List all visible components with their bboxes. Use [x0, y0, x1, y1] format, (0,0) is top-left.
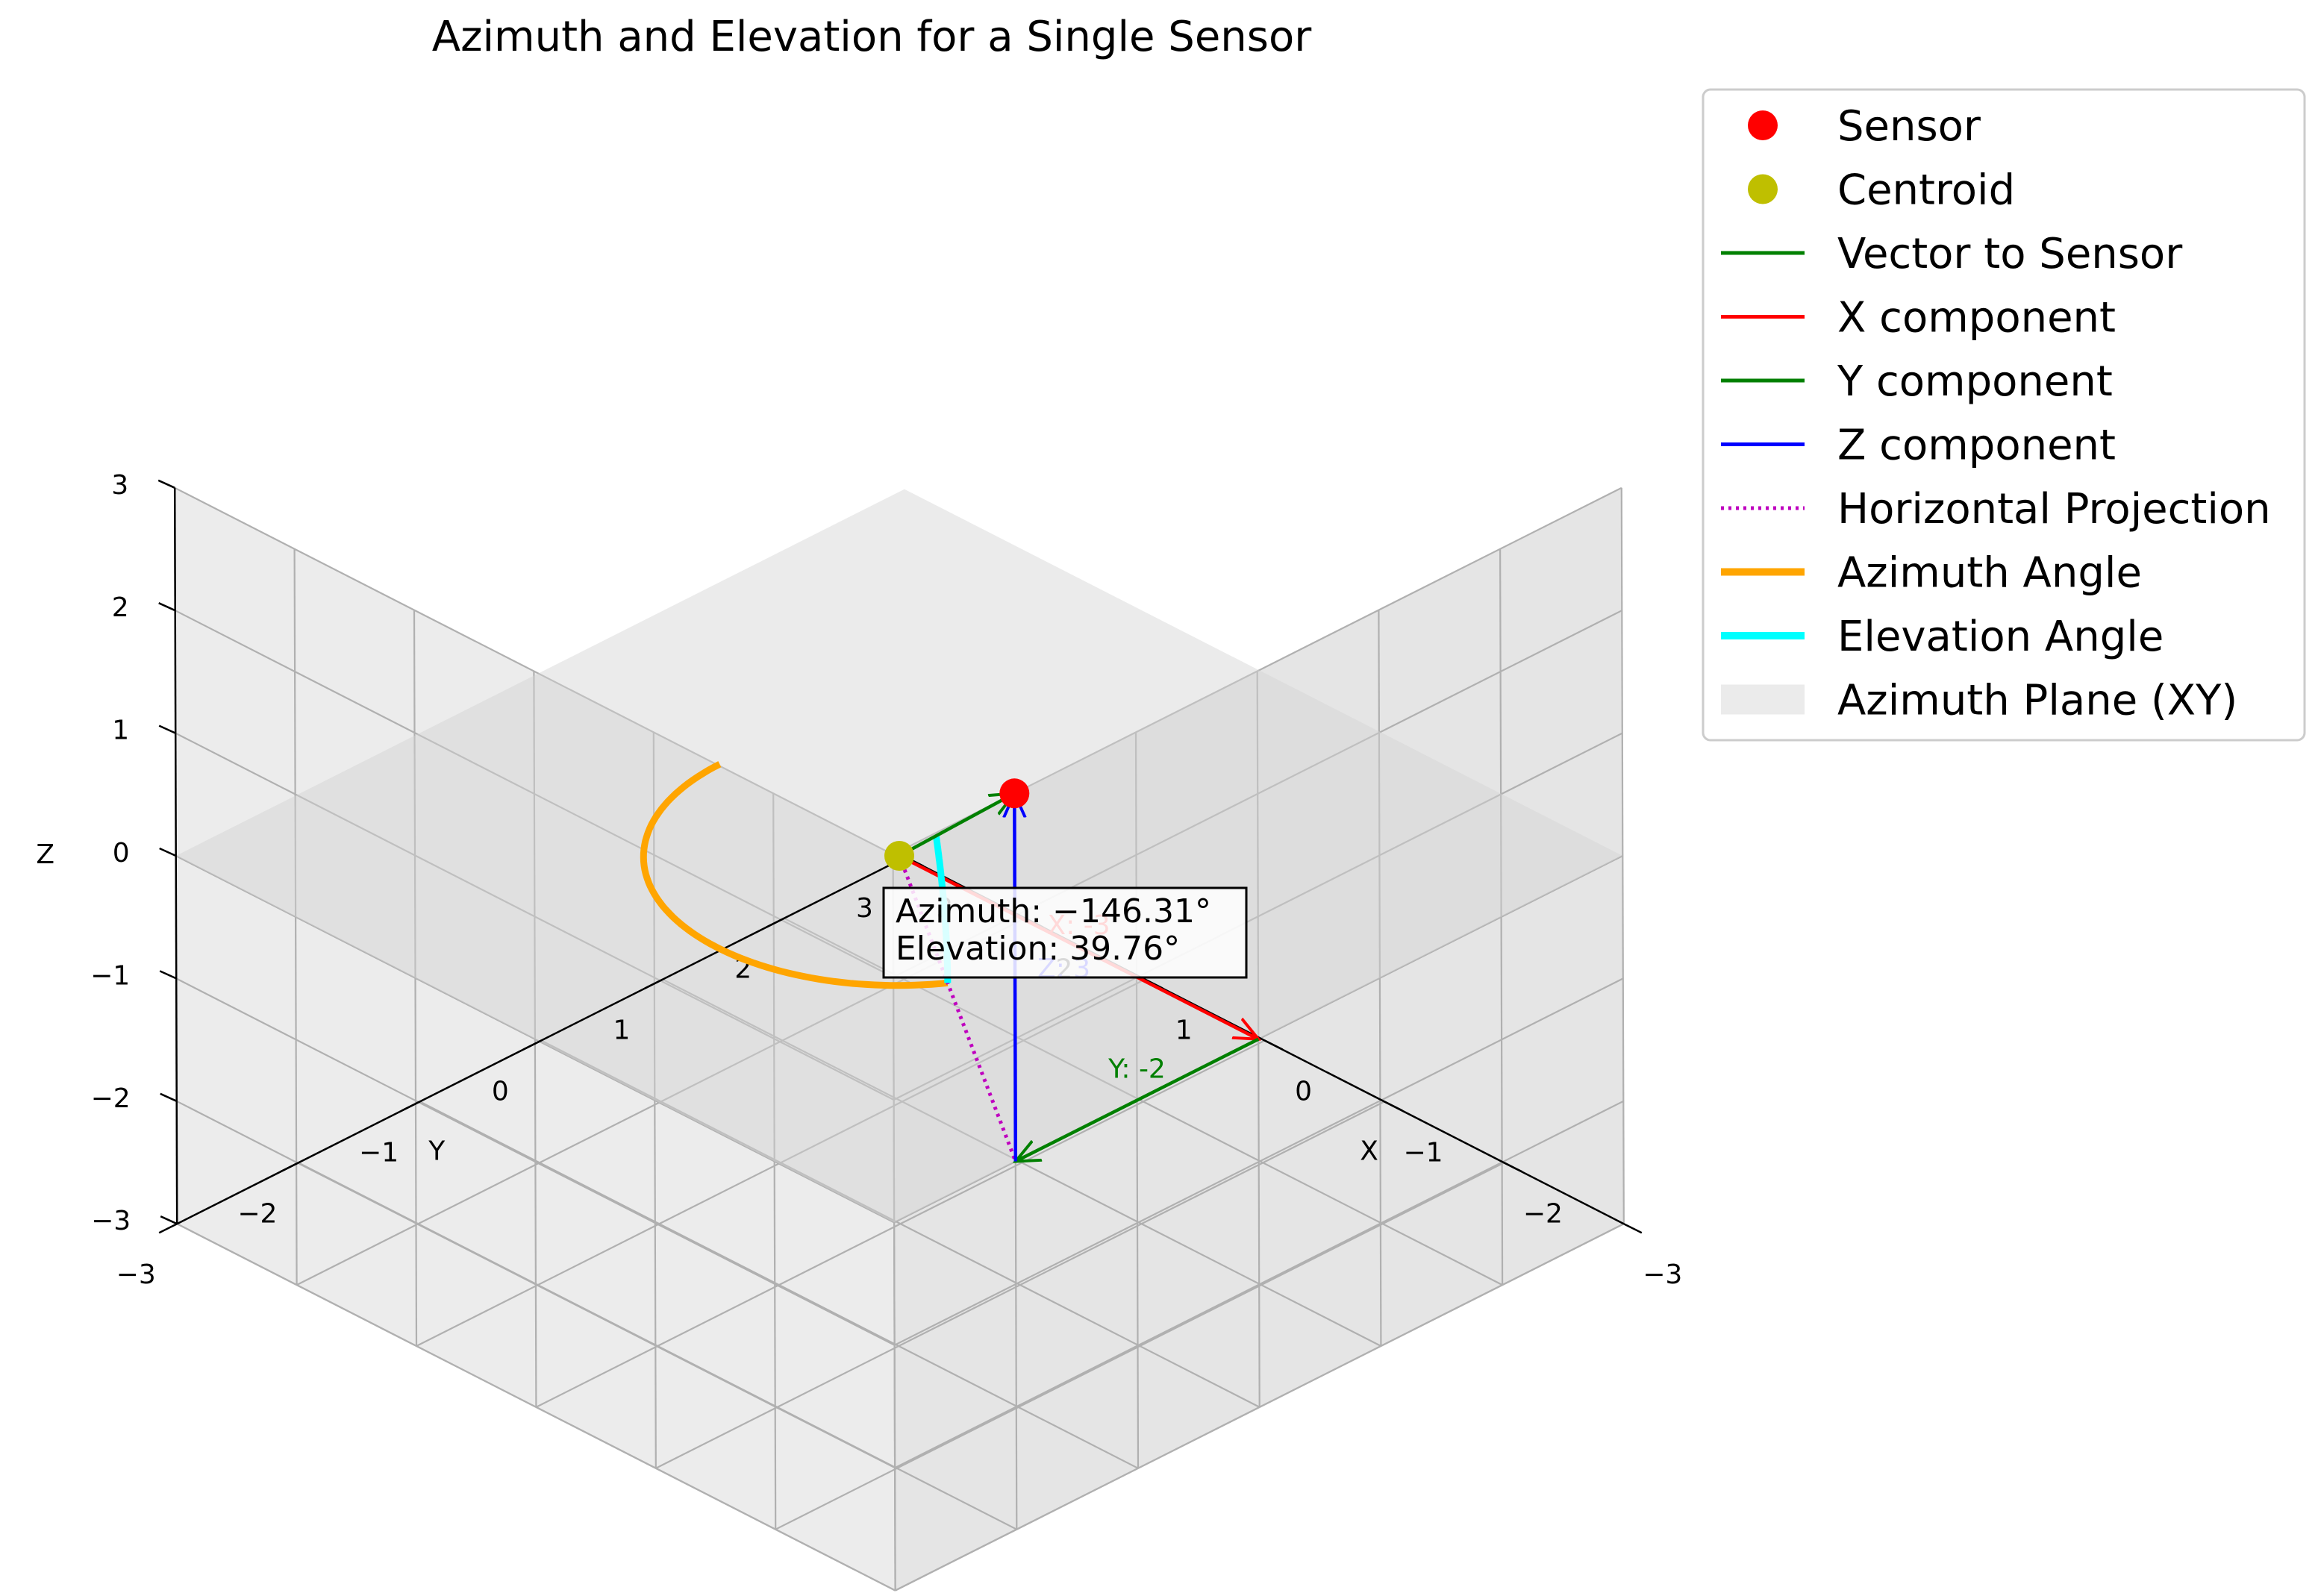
- y-tick: [280, 1162, 299, 1173]
- y-tick-label: −1: [359, 1137, 399, 1168]
- y-axis-label: Y: [428, 1136, 446, 1167]
- y-tick: [766, 917, 785, 928]
- legend-label: Elevation Angle: [1837, 613, 2164, 661]
- z-axis-label: Z: [36, 839, 54, 870]
- x-tick-label: 1: [1175, 1016, 1193, 1046]
- z-tick: [159, 970, 177, 980]
- y-tick-label: 1: [613, 1016, 631, 1046]
- x-tick: [1264, 1039, 1284, 1051]
- y-tick: [644, 978, 663, 989]
- grid-line-wall2-y: [1620, 487, 1625, 1224]
- elevation-readout: Elevation: 39.76°: [896, 930, 1180, 968]
- legend-entry-vector-to-sensor: Vector to Sensor: [1721, 230, 2183, 278]
- x-tick: [1144, 978, 1163, 989]
- legend-entry-z-component: Z component: [1721, 422, 2116, 470]
- y-tick: [522, 1039, 542, 1051]
- legend-label: Z component: [1837, 422, 2116, 470]
- legend-frame: [1702, 88, 2306, 742]
- legend-label: Y component: [1837, 357, 2113, 406]
- y-tick-label: −2: [237, 1198, 277, 1229]
- z-tick: [158, 725, 176, 734]
- legend-entry-elevation-angle: Elevation Angle: [1721, 613, 2164, 661]
- z-tick: [160, 1092, 178, 1102]
- legend-entry-azimuth-plane-xy: Azimuth Plane (XY): [1721, 677, 2237, 725]
- y-component-arrow: [1016, 1037, 1260, 1162]
- legend-label: Sensor: [1837, 102, 1981, 151]
- legend-label: Horizontal Projection: [1837, 485, 2271, 533]
- x-tick: [1503, 1162, 1522, 1173]
- z-tick: [159, 847, 177, 857]
- legend-entry-sensor: Sensor: [1748, 102, 1981, 151]
- legend-label: X component: [1837, 294, 2116, 342]
- z-tick-label: −1: [90, 960, 130, 991]
- legend-entry-centroid: Centroid: [1748, 166, 2015, 215]
- sensor-point: [999, 778, 1030, 809]
- legend-label: Azimuth Angle: [1837, 549, 2142, 598]
- info-box-frame: [882, 886, 1248, 979]
- azimuth-arc: [640, 761, 949, 989]
- legend-marker: [1748, 110, 1778, 140]
- x-tick-label: −3: [1643, 1259, 1682, 1290]
- legend-entry-y-component: Y component: [1721, 357, 2113, 406]
- y-tick-label: 3: [856, 893, 873, 924]
- legend-label: Centroid: [1837, 166, 2015, 215]
- z-tick-label: 1: [112, 716, 129, 746]
- z-tick: [158, 602, 176, 612]
- info-box: Azimuth: −146.31°Elevation: 39.76°: [882, 886, 1248, 979]
- x-axis-label: X: [1360, 1136, 1378, 1167]
- z-tick-label: −3: [91, 1206, 131, 1236]
- y-tick-label: 0: [492, 1077, 509, 1107]
- z-tick: [157, 479, 175, 489]
- x-tick-label: −1: [1403, 1137, 1443, 1168]
- grid-line-wall-z: [175, 610, 894, 978]
- centroid-point: [884, 841, 914, 871]
- y-tick: [402, 1101, 421, 1112]
- legend-marker: [1748, 174, 1778, 204]
- grid-line-wall-z: [174, 486, 894, 856]
- z-tick-label: 3: [111, 470, 128, 501]
- y-component-label: Y: -2: [1108, 1054, 1166, 1085]
- legend-entry-azimuth-angle: Azimuth Angle: [1721, 549, 2142, 598]
- x-tick: [1384, 1101, 1403, 1112]
- azimuth-readout: Azimuth: −146.31°: [896, 892, 1211, 930]
- vector-to-sensor: [898, 793, 1014, 857]
- z-tick-label: 0: [113, 838, 130, 869]
- legend-label: Vector to Sensor: [1837, 230, 2183, 278]
- x-tick-label: −2: [1523, 1198, 1563, 1229]
- legend-patch: [1721, 684, 1805, 715]
- z-tick: [160, 1215, 178, 1225]
- legend-entry-horizontal-projection: Horizontal Projection: [1721, 485, 2271, 533]
- legend: Sensor Centroid Vector to Sensor X componen…: [1702, 88, 2306, 742]
- legend-entry-x-component: X component: [1721, 294, 2116, 342]
- y-tick: [158, 1223, 178, 1234]
- legend-label: Azimuth Plane (XY): [1837, 677, 2237, 725]
- z-tick-label: −2: [91, 1083, 131, 1114]
- y-tick-label: −3: [116, 1259, 156, 1290]
- grid-line-floor-y: [784, 917, 1503, 1286]
- x-tick: [1623, 1223, 1643, 1234]
- z-tick-label: 2: [112, 592, 129, 623]
- chart-title: Azimuth and Elevation for a Single Senso…: [432, 13, 1312, 61]
- x-tick-label: 0: [1295, 1077, 1312, 1107]
